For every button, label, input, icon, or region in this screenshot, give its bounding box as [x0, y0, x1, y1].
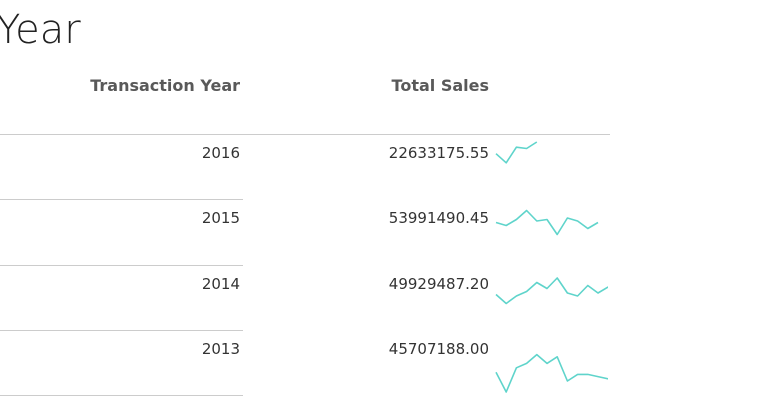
row-divider [0, 265, 243, 266]
sparkline-line [495, 277, 608, 305]
total-sales-cell: 22633175.55 [388, 144, 489, 162]
sales-sparkline [495, 209, 599, 236]
table-row[interactable]: 2013 45707188.00 [0, 332, 610, 398]
sales-sparkline [495, 141, 538, 164]
table-row[interactable]: 2015 53991490.45 [0, 201, 610, 267]
sparkline-line [495, 209, 599, 236]
row-divider [0, 199, 243, 200]
row-divider [0, 330, 243, 331]
table-row[interactable]: 2014 49929487.20 [0, 267, 610, 333]
column-header-total-sales[interactable]: Total Sales [391, 76, 489, 95]
total-sales-cell: 53991490.45 [388, 209, 489, 227]
year-cell: 2015 [201, 209, 240, 227]
sparkline-line [495, 353, 608, 393]
table-row[interactable]: 2016 22633175.55 [0, 136, 610, 202]
sales-sparkline [495, 277, 608, 305]
header-divider [0, 134, 610, 135]
year-cell: 2014 [201, 275, 240, 293]
sales-sparkline [495, 353, 608, 393]
total-sales-cell: 45707188.00 [388, 340, 489, 358]
year-cell: 2013 [201, 340, 240, 358]
year-cell: 2016 [201, 144, 240, 162]
column-header-transaction-year[interactable]: Transaction Year [90, 76, 240, 95]
page-title: Year [0, 7, 81, 53]
row-divider [0, 395, 243, 396]
sparkline-line [495, 141, 538, 164]
total-sales-cell: 49929487.20 [388, 275, 489, 293]
